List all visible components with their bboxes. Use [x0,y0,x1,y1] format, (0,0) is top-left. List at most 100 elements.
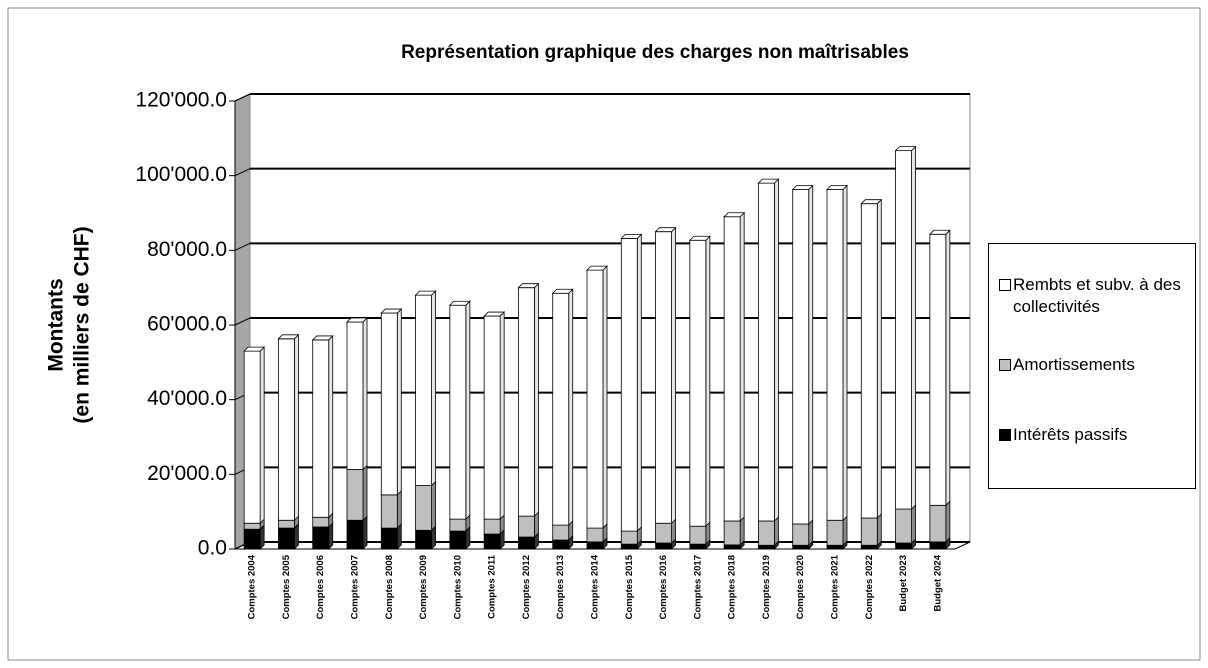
x-tick-label: Comptes 2014 [590,554,601,619]
bar-top [551,288,574,294]
bar-side [396,489,402,530]
bar-segment [620,237,638,532]
bar-segment [860,517,878,546]
bar-top [277,334,300,340]
chart-title: Représentation graphique des charges non… [401,42,909,63]
bar-segment [826,519,844,546]
bar-side [774,516,779,547]
bar-top [414,290,437,296]
bar-segment [586,541,604,550]
bar-side [294,333,299,522]
bar-top [791,185,814,190]
bar-segment [689,239,707,527]
bar-segment [483,518,501,535]
bar-side [842,515,848,547]
bar-side [911,504,916,544]
bar-segment [380,494,398,529]
bar-side [945,500,951,543]
bar-segment [346,519,364,550]
bar-segment [689,525,707,545]
bar-side [705,235,711,528]
x-tick-label: Comptes 2018 [727,555,738,619]
bar-side [259,346,265,525]
bar-segment [655,522,672,544]
bar-segment [792,189,810,525]
bar-segment [312,526,330,550]
x-tick-label: Comptes 2009 [418,555,429,619]
x-tick-label: Comptes 2017 [692,555,703,619]
bar-segment [723,544,741,550]
bar-side [671,226,676,525]
bar-segment [586,269,604,529]
grid-line [234,168,251,177]
bar-side [568,288,574,527]
bar-segment [449,518,467,532]
bar-segment [620,530,638,545]
x-tick-label: Comptes 2013 [555,555,566,619]
bar-segment [278,338,295,521]
bar-segment [518,536,535,550]
bar-top [826,185,848,190]
bar-segment [552,292,570,526]
bar-segment [415,485,432,531]
y-tick-label: 120'000.0 [135,89,227,112]
bar-segment [449,530,467,550]
bar-segment [518,287,535,517]
bar-segment [620,543,638,550]
x-tick-label: Comptes 2008 [384,555,395,619]
bar-segment [243,528,261,550]
grid-line [234,242,251,251]
x-tick-label: Comptes 2012 [521,555,532,619]
x-tick-label: Comptes 2021 [830,554,841,619]
bar-side [362,317,368,471]
bar-segment [792,523,810,546]
bar-segment [278,527,295,550]
x-tick-label: Comptes 2011 [487,554,498,619]
bar-segment [312,339,330,518]
bar-segment [278,519,295,529]
legend-swatch [999,359,1011,371]
legend-label: Amortissements [1013,355,1135,374]
bar-side [636,233,642,533]
legend: Rembts et subv. à des collectivités Amort… [988,243,1196,489]
bar-side [499,311,505,521]
bar-side [602,265,608,530]
x-tick-label: Comptes 2020 [795,555,806,619]
bar-side [465,300,471,521]
bar-top [380,308,403,314]
bar-side [362,464,368,522]
bar-segment [860,544,878,550]
bar-top [894,146,917,152]
x-tick-label: Comptes 2010 [452,555,463,619]
bar-side [534,282,539,518]
bar-segment [929,233,947,506]
bar-side [362,515,368,550]
bar-segment [792,544,810,550]
bar-segment [415,294,432,486]
x-tick-label: Comptes 2016 [658,555,669,619]
bar-segment [723,216,741,522]
bar-segment [518,515,535,538]
bar-segment [895,542,912,550]
bar-top [654,227,677,233]
bar-top [928,229,951,235]
bar-segment [346,469,364,521]
y-tick-label: 0.0 [198,537,227,560]
y-tick-label: 60'000.0 [147,313,227,336]
bar-side [911,145,916,511]
bar-segment [689,543,707,550]
bar-segment [929,504,947,543]
bar-segment [895,508,912,544]
bar-segment [860,203,878,519]
grid-line [234,317,251,326]
x-tick-label: Budget 2023 [898,555,909,612]
x-tick-label: Comptes 2006 [315,555,326,619]
bar-side [876,198,882,519]
bar-segment [826,544,844,550]
bar-side [739,516,745,546]
bar-side [842,184,848,522]
y-tick-label: 80'000.0 [147,238,227,261]
x-tick-label: Comptes 2015 [624,554,635,619]
x-tick-label: Comptes 2004 [247,554,258,619]
